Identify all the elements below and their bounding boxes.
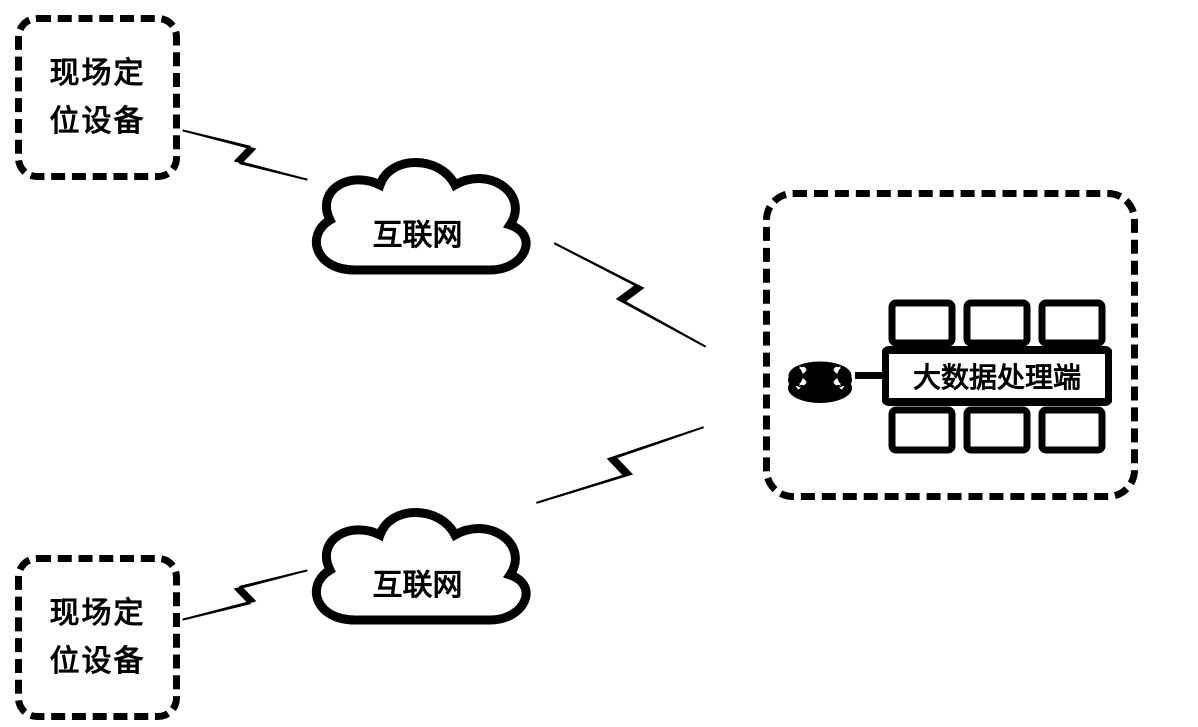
device-label-bottom-line2: 位设备 — [50, 645, 146, 678]
device-label-bottom: 现场定 位设备 — [50, 590, 146, 686]
server-rack-label-svg: 大数据处理端 — [913, 362, 1081, 394]
cloud-top-svg — [295, 140, 540, 300]
router-icon — [785, 350, 855, 405]
cloud-top — [295, 140, 540, 300]
device-box-top: 现场定 位设备 — [15, 15, 180, 180]
device-label-top-line1: 现场定 — [50, 57, 146, 90]
device-label-top: 现场定 位设备 — [50, 50, 146, 146]
bolt-3 — [171, 539, 319, 651]
device-label-top-line2: 位设备 — [50, 105, 146, 138]
cloud-bottom — [295, 490, 540, 650]
cloud-bottom-svg — [295, 490, 540, 650]
device-label-bottom-line1: 现场定 — [50, 597, 146, 630]
bolt-4 — [525, 392, 716, 537]
diagram-canvas: 现场定 位设备 现场定 位设备 互联网 互联网 — [0, 0, 1198, 727]
server-rack: 大数据处理端 — [882, 295, 1112, 460]
device-box-bottom: 现场定 位设备 — [15, 555, 180, 720]
connector-line — [855, 372, 885, 379]
bolt-2 — [535, 222, 726, 367]
bolt-1 — [171, 99, 319, 211]
